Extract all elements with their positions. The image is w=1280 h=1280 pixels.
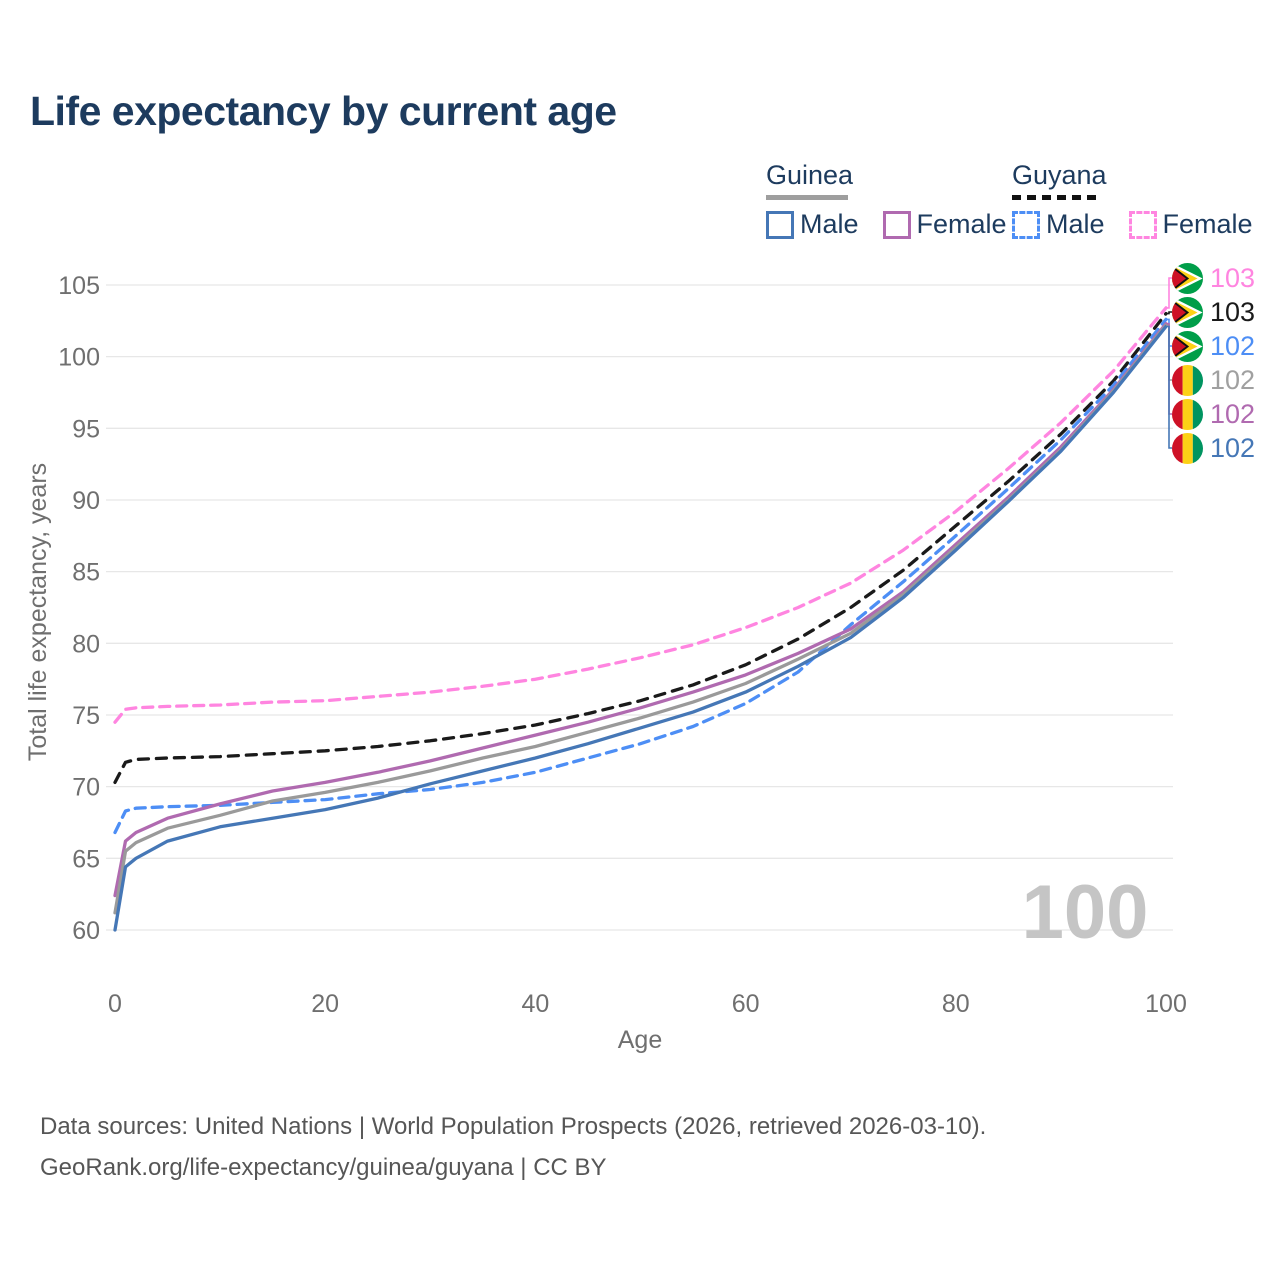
end-label-value: 102 — [1210, 398, 1256, 429]
legend-item-guyana-male[interactable]: Male — [1012, 209, 1105, 240]
y-axis-tick-labels: 60 65 70 75 80 85 90 95 100 105 — [58, 272, 100, 945]
flag-guinea-icon — [1172, 364, 1203, 396]
footer-sources-line: Data sources: United Nations | World Pop… — [40, 1113, 987, 1140]
x-axis-title: Age — [618, 1026, 662, 1054]
end-label-guinea-female: 102 — [1172, 398, 1255, 430]
end-label-guyana-female: 103 — [1172, 262, 1255, 294]
y-tick-label: 90 — [72, 487, 100, 515]
hover-age-watermark: 100 — [1022, 870, 1149, 955]
legend-item-label: Male — [1046, 209, 1105, 239]
legend-title-guyana[interactable]: Guyana — [1012, 160, 1107, 190]
legend-item-label: Female — [1162, 209, 1253, 239]
end-label-connector-guyana-female — [1166, 277, 1172, 309]
flag-guyana-icon — [1172, 262, 1203, 294]
x-tick-label: 20 — [311, 990, 339, 1018]
series-line-guinea-total — [113, 323, 1168, 915]
end-label-value: 102 — [1210, 330, 1256, 361]
y-tick-label: 85 — [72, 559, 100, 587]
legend-item-label: Female — [916, 209, 1007, 239]
y-tick-label: 70 — [72, 774, 100, 802]
series-line-guinea-male — [113, 324, 1168, 932]
x-tick-label: 40 — [521, 990, 549, 1018]
legend-group-guinea: Guinea Male Female — [766, 160, 1031, 240]
x-tick-label: 60 — [732, 990, 760, 1018]
series-lines — [113, 306, 1168, 932]
series-line-guinea-female — [113, 322, 1168, 898]
end-label-connector-guinea-male — [1166, 325, 1172, 449]
legend-item-guinea-male[interactable]: Male — [766, 209, 859, 240]
legend-item-label: Male — [800, 209, 859, 239]
end-label-connector-guyana-total — [1166, 311, 1172, 315]
series-line-guyana-female — [113, 306, 1168, 724]
end-label-value: 103 — [1210, 296, 1256, 327]
gridlines — [106, 284, 1173, 931]
flag-guinea-icon — [1172, 432, 1203, 464]
y-tick-label: 100 — [58, 344, 100, 372]
page-title: Life expectancy by current age — [30, 88, 617, 134]
series-line-guyana-total — [113, 311, 1168, 785]
series-line-guyana-male — [113, 317, 1168, 835]
legend-item-guyana-female[interactable]: Female — [1128, 209, 1253, 240]
data-source-footer: Data sources: United Nations | World Pop… — [40, 1106, 986, 1188]
end-label-value: 102 — [1210, 364, 1256, 395]
x-tick-label: 100 — [1145, 990, 1187, 1018]
legend-group-guyana: Guyana Male Female — [1012, 160, 1277, 240]
y-tick-label: 95 — [72, 415, 100, 443]
guinea-male-swatch-icon — [766, 210, 794, 239]
end-label-value: 103 — [1210, 262, 1256, 293]
guyana-female-swatch-icon — [1128, 210, 1157, 239]
end-label-guyana-total: 103 — [1172, 296, 1255, 328]
x-tick-label: 0 — [108, 990, 122, 1018]
flag-guyana-icon — [1172, 330, 1203, 362]
guinea-line-style-sample — [766, 195, 848, 200]
end-label-connectors — [1166, 277, 1172, 449]
end-label-guinea-male: 102 — [1172, 432, 1255, 464]
end-label-guinea-total: 102 — [1172, 364, 1255, 396]
legend-title-guinea[interactable]: Guinea — [766, 160, 854, 190]
y-tick-label: 75 — [72, 702, 100, 730]
end-label-guyana-male: 102 — [1172, 330, 1255, 362]
end-label-value: 102 — [1210, 432, 1256, 463]
y-tick-label: 80 — [72, 630, 100, 658]
y-axis-title: Total life expectancy, years — [24, 463, 52, 761]
flag-guyana-icon — [1172, 296, 1203, 328]
x-axis-tick-labels: 0 20 40 60 80 100 — [108, 990, 1187, 1018]
y-tick-label: 65 — [72, 845, 100, 873]
legend-item-guinea-female[interactable]: Female — [882, 209, 1007, 240]
y-tick-label: 60 — [72, 917, 100, 945]
footer-attribution-line: GeoRank.org/life-expectancy/guinea/guyan… — [40, 1154, 607, 1181]
x-tick-label: 80 — [942, 990, 970, 1018]
guyana-male-swatch-icon — [1012, 210, 1040, 239]
guinea-female-swatch-icon — [882, 210, 911, 239]
guyana-line-style-sample — [1012, 195, 1102, 200]
flag-guinea-icon — [1172, 398, 1203, 430]
y-tick-label: 105 — [58, 272, 100, 300]
